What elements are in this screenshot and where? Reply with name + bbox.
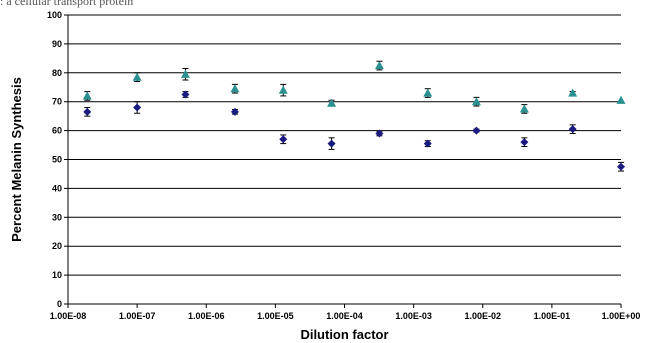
y-tick-label: 100 xyxy=(47,10,62,20)
x-tick-label: 1.00E-03 xyxy=(395,311,432,321)
x-axis-tick-labels: 1.00E-08 1.00E-07 1.00E-06 1.00E-05 1.00E-04… xyxy=(50,311,641,321)
data-point-diamond xyxy=(181,90,190,99)
x-tick-label: 1.00E-04 xyxy=(326,311,363,321)
data-point-diamond xyxy=(617,162,625,171)
data-point-triangle xyxy=(616,95,626,104)
y-tick-label: 30 xyxy=(52,212,62,222)
x-tick-label: 1.00E-02 xyxy=(464,311,501,321)
gridlines xyxy=(68,14,621,276)
y-tick-label: 70 xyxy=(52,97,62,107)
series-1 xyxy=(83,90,625,172)
data-point-diamond xyxy=(279,135,288,144)
y-axis-label: Percent Melanin Synthesis xyxy=(9,77,24,242)
y-tick-label: 90 xyxy=(52,39,62,49)
x-tick-label: 1.00E-07 xyxy=(119,311,156,321)
data-point-triangle xyxy=(132,72,142,81)
data-point-diamond xyxy=(472,126,481,135)
series-2 xyxy=(82,60,626,114)
y-tick-label: 10 xyxy=(52,270,62,280)
data-point-diamond xyxy=(375,129,384,138)
data-point-triangle xyxy=(230,84,240,93)
data-point-diamond xyxy=(327,139,336,148)
y-tick-label: 80 xyxy=(52,68,62,78)
x-tick-label: 1.00E-08 xyxy=(50,311,87,321)
y-tick-label: 60 xyxy=(52,126,62,136)
y-tick-label: 40 xyxy=(52,183,62,193)
x-tick-label: 1.00E-05 xyxy=(257,311,294,321)
data-point-triangle xyxy=(471,97,481,106)
figure-caption: : a cellular transport protein xyxy=(0,0,134,8)
data-point-triangle xyxy=(327,98,337,107)
data-point-diamond xyxy=(83,107,92,116)
y-tick-label: 50 xyxy=(52,155,62,165)
x-tick-label: 1.00E+00 xyxy=(602,311,641,321)
x-tick-label: 1.00E-06 xyxy=(188,311,225,321)
y-axis-tick-labels: 0 10 20 30 40 50 60 70 80 90 100 xyxy=(47,10,62,309)
data-point-diamond xyxy=(133,103,142,112)
data-point-triangle xyxy=(423,88,433,97)
plot-frame xyxy=(64,14,622,308)
data-point-diamond xyxy=(230,107,239,116)
data-point-diamond xyxy=(423,139,432,148)
data-point-triangle xyxy=(82,91,92,100)
data-point-triangle xyxy=(568,88,578,97)
y-tick-label: 20 xyxy=(52,241,62,251)
data-point-triangle xyxy=(374,61,384,70)
data-point-triangle xyxy=(278,85,288,94)
data-point-triangle xyxy=(519,104,529,113)
data-marks xyxy=(82,60,626,172)
x-axis-label: Dilution factor xyxy=(300,327,388,342)
data-point-diamond xyxy=(568,125,577,134)
data-point-triangle xyxy=(180,69,190,78)
data-point-diamond xyxy=(520,138,529,147)
x-tick-label: 1.00E-01 xyxy=(534,311,571,321)
y-tick-label: 0 xyxy=(57,299,62,309)
